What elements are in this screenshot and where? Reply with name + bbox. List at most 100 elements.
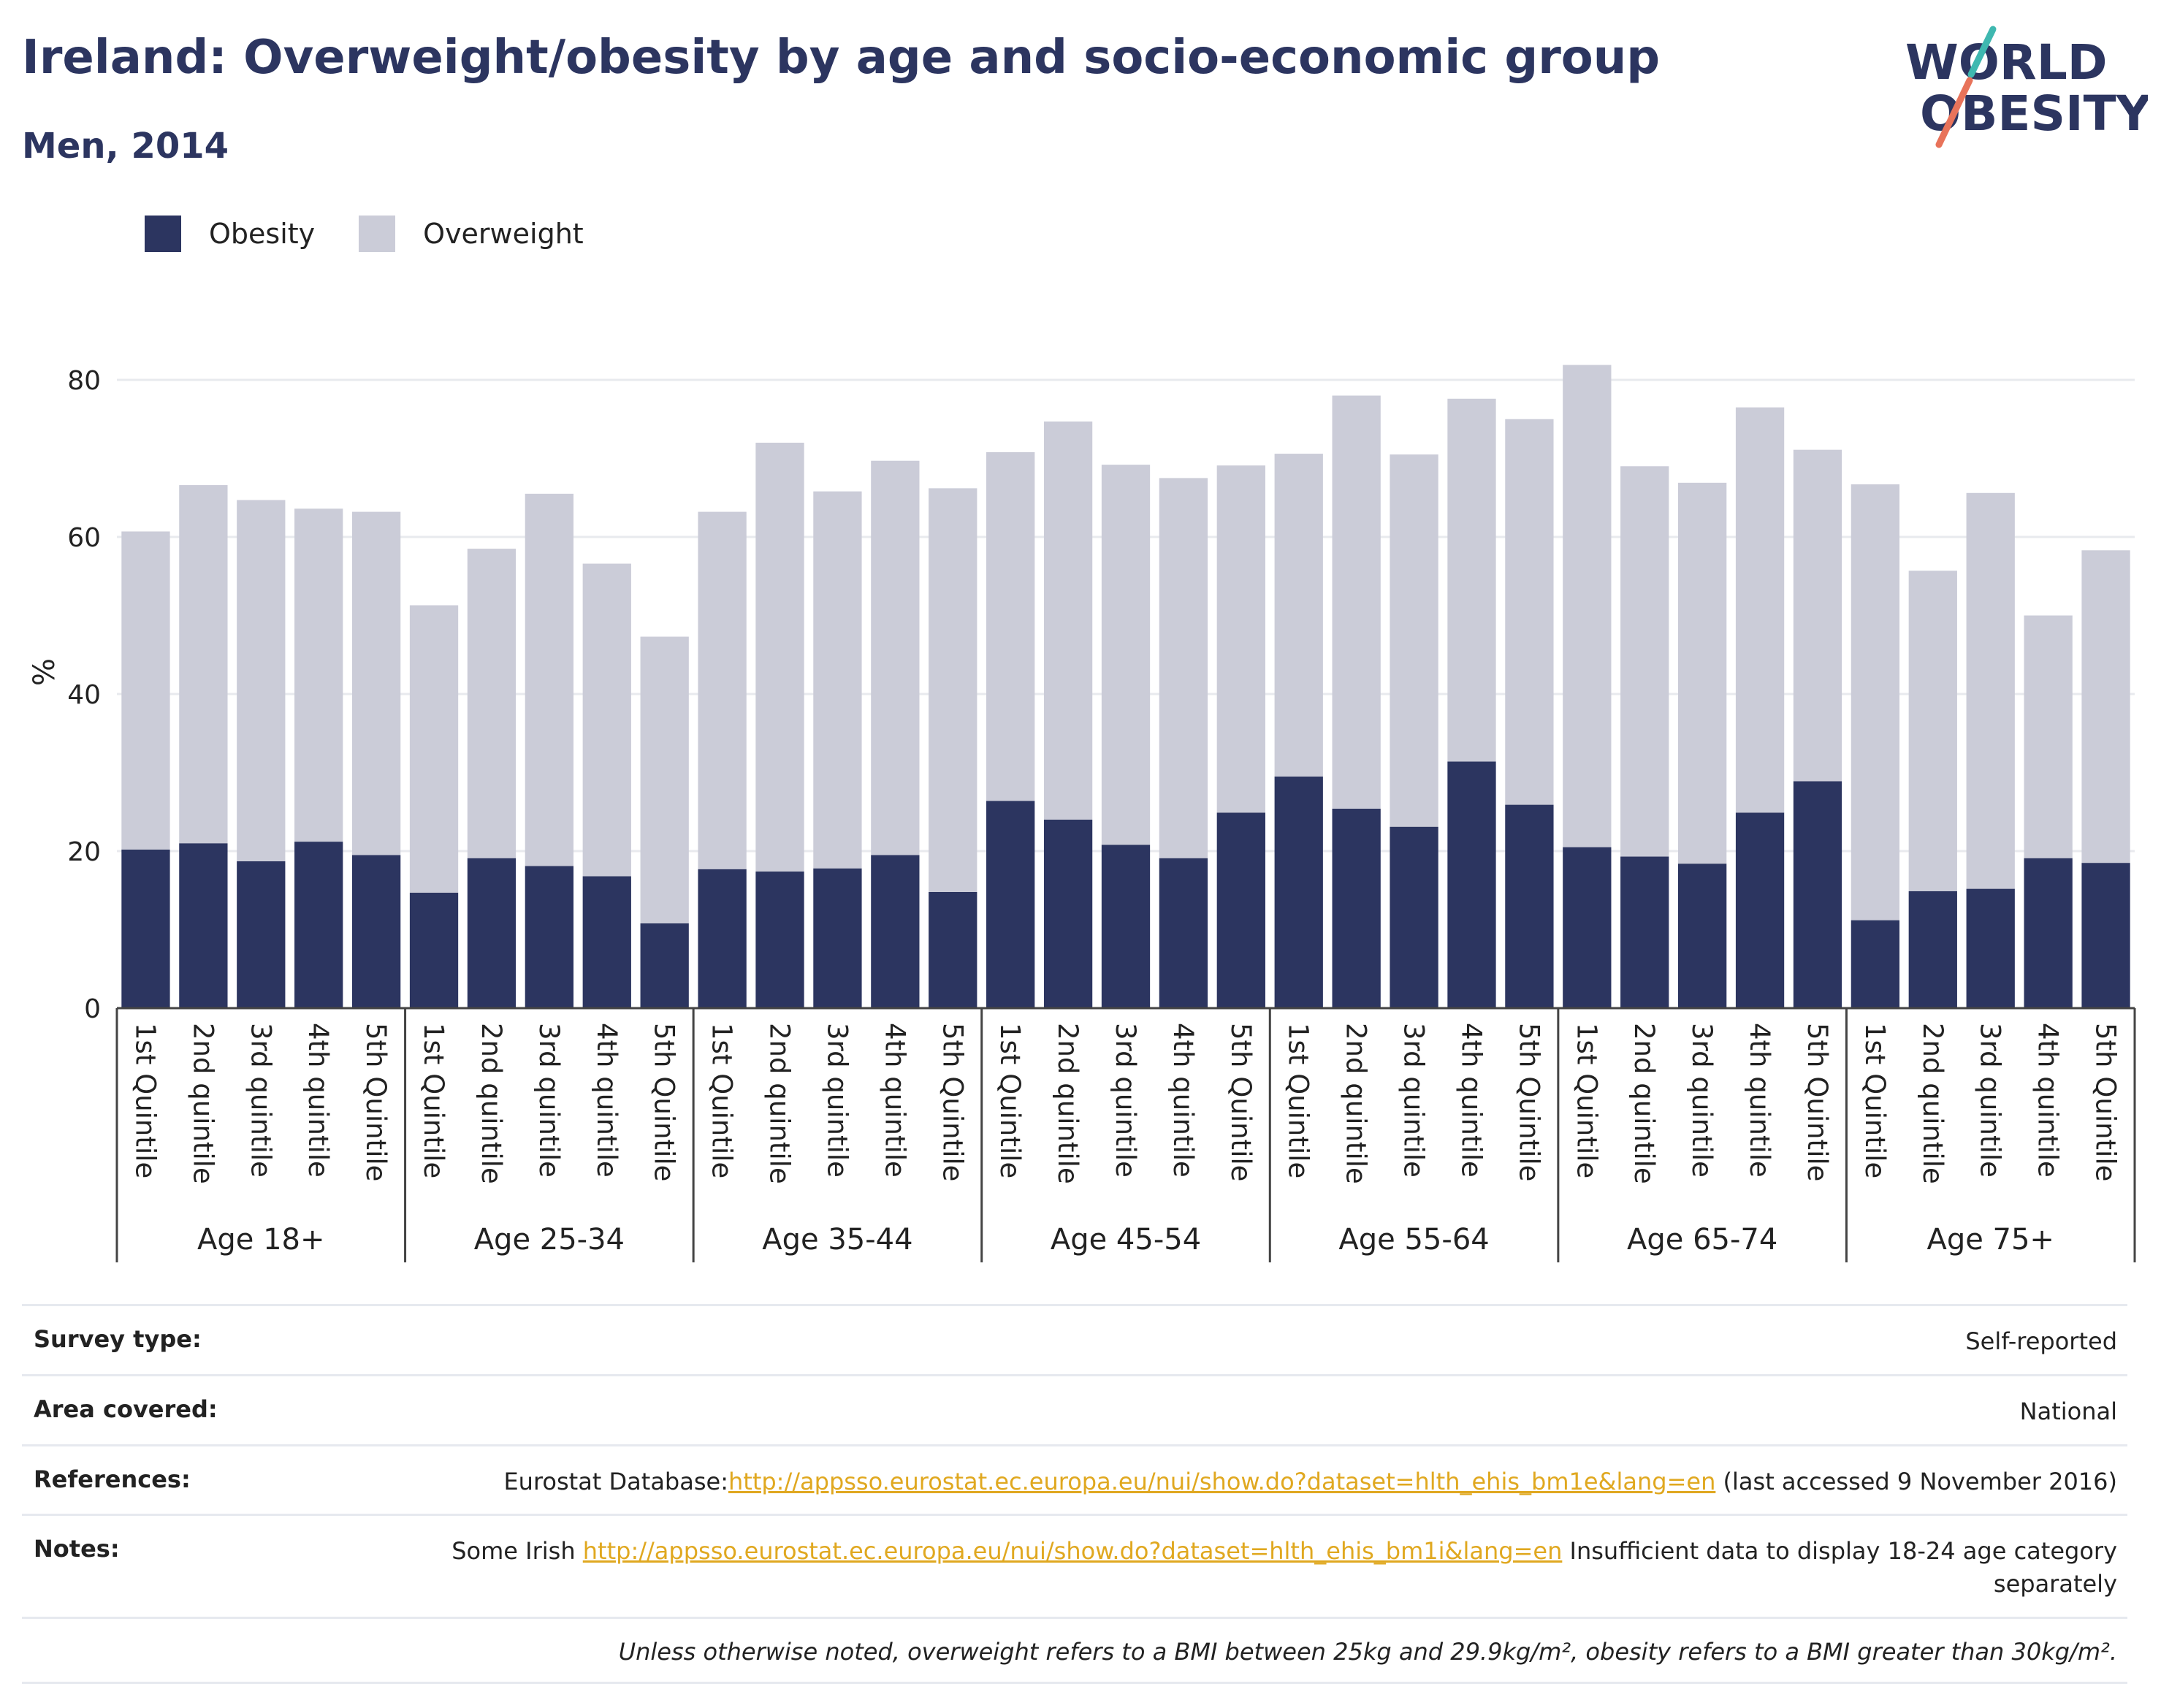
x-category-label: 2nd quintile	[1917, 1023, 1948, 1184]
bar-obesity	[121, 849, 170, 1008]
x-category-label: 4th quintile	[1744, 1023, 1775, 1178]
logo-text-world: WORLD	[1905, 34, 2108, 91]
bar-overweight	[1447, 398, 1496, 762]
bar-overweight	[525, 493, 574, 866]
references-value: Eurostat Database:http://appsso.eurostat…	[503, 1465, 2117, 1498]
bar-overweight	[409, 605, 459, 893]
x-category-label: 3rd quintile	[533, 1023, 565, 1178]
x-category-label: 2nd quintile	[187, 1023, 218, 1184]
bar-obesity	[1505, 804, 1554, 1008]
world-obesity-logo: WORLD OBESITY	[1905, 26, 2148, 148]
legend-label-obesity: Obesity	[209, 218, 316, 250]
x-category-label: 4th quintile	[879, 1023, 910, 1178]
bar-overweight	[986, 451, 1035, 801]
bar-obesity	[1851, 920, 1900, 1008]
bar-obesity	[986, 801, 1035, 1008]
x-group-label: Age 25-34	[474, 1223, 625, 1257]
bar-obesity	[1735, 812, 1785, 1008]
x-category-label: 1st Quintile	[1283, 1023, 1314, 1178]
bar-obesity	[525, 866, 574, 1008]
bar-obesity	[698, 869, 747, 1008]
x-group-label: Age 18+	[197, 1223, 325, 1257]
x-group-label: Age 35-44	[762, 1223, 912, 1257]
notes-suffix: Insufficient data to display 18-24 age c…	[1562, 1537, 2117, 1598]
x-category-label: 4th quintile	[302, 1023, 334, 1178]
bar-overweight	[1101, 465, 1151, 845]
bar-overweight	[1966, 492, 2015, 889]
bar-obesity	[351, 855, 401, 1008]
area-covered-value: National	[2019, 1397, 2117, 1425]
y-tick-label: 0	[84, 994, 101, 1024]
bar-overweight	[1216, 465, 1265, 813]
references-label: References:	[34, 1465, 191, 1493]
x-category-label: 1st Quintile	[706, 1023, 738, 1178]
y-tick-label: 40	[67, 680, 101, 710]
x-category-label: 2nd quintile	[1341, 1023, 1372, 1184]
bar-obesity	[929, 891, 977, 1008]
x-category-label: 5th Quintile	[1225, 1023, 1257, 1181]
info-table: Survey type: Self-reported Area covered:…	[22, 1304, 2127, 1684]
info-row-references: References: Eurostat Database:http://app…	[22, 1444, 2127, 1514]
x-group-label: Age 45-54	[1051, 1223, 1201, 1257]
bar-obesity	[1447, 761, 1496, 1008]
legend-swatch-obesity	[145, 216, 181, 252]
bar-obesity	[1332, 808, 1381, 1008]
x-group-label: Age 75+	[1926, 1223, 2054, 1257]
y-tick-label: 20	[67, 837, 101, 867]
references-prefix: Eurostat Database:	[503, 1467, 728, 1495]
bar-obesity	[1966, 888, 2015, 1008]
x-category-label: 2nd quintile	[764, 1023, 796, 1184]
x-category-label: 2nd quintile	[1052, 1023, 1083, 1184]
y-tick-label: 60	[67, 523, 101, 553]
bar-overweight	[2024, 615, 2073, 858]
bar-obesity	[1159, 858, 1208, 1008]
bar-obesity	[179, 843, 228, 1008]
bar-overweight	[640, 636, 689, 923]
bar-overweight	[121, 531, 170, 850]
chart-subtitle: Men, 2014	[22, 126, 229, 167]
x-category-label: 1st Quintile	[129, 1023, 161, 1178]
bmi-footnote: Unless otherwise noted, overweight refer…	[618, 1637, 2117, 1666]
x-group-label: Age 65-74	[1627, 1223, 1777, 1257]
bar-overweight	[582, 563, 631, 877]
x-group-label: Age 55-64	[1338, 1223, 1489, 1257]
bar-overweight	[1505, 419, 1554, 805]
bar-overweight	[294, 508, 343, 842]
bar-obesity	[755, 871, 804, 1008]
bar-obesity	[237, 861, 286, 1008]
notes-value: Some Irish http://appsso.eurostat.ec.eur…	[422, 1535, 2117, 1601]
bar-overweight	[871, 460, 920, 855]
references-link[interactable]: http://appsso.eurostat.ec.europa.eu/nui/…	[728, 1467, 1716, 1495]
bar-overweight	[698, 511, 747, 869]
stacked-bar-chart: 0 20 40 60 80% 1st Quintile 2nd quintile 3rd qu…	[28, 365, 2136, 1262]
x-category-label: 3rd quintile	[821, 1023, 853, 1178]
bar-overweight	[755, 443, 804, 872]
x-category-label: 5th Quintile	[1802, 1023, 1833, 1181]
bar-overweight	[237, 500, 286, 861]
survey-type-label: Survey type:	[34, 1325, 202, 1353]
legend-item-overweight[interactable]: Overweight	[359, 216, 584, 252]
bar-overweight	[2081, 550, 2130, 863]
x-category-label: 4th quintile	[591, 1023, 622, 1178]
bar-overweight	[467, 549, 517, 858]
x-category-label: 3rd quintile	[1975, 1023, 2006, 1178]
y-axis-label: %	[28, 658, 61, 686]
x-category-label: 1st Quintile	[1859, 1023, 1891, 1178]
logo-slash-teal	[1967, 26, 1997, 78]
notes-link[interactable]: http://appsso.eurostat.ec.europa.eu/nui/…	[582, 1537, 1563, 1566]
bar-overweight	[1274, 454, 1323, 777]
bar-obesity	[2024, 858, 2073, 1008]
legend-swatch-overweight	[359, 216, 396, 252]
bar-obesity	[1793, 781, 1842, 1008]
notes-prefix: Some Irish	[451, 1537, 583, 1566]
bar-obesity	[1274, 776, 1323, 1008]
legend-item-obesity[interactable]: Obesity	[145, 216, 315, 252]
x-category-label: 5th Quintile	[649, 1023, 680, 1181]
bar-obesity	[1620, 856, 1669, 1008]
info-row-area: Area covered: National	[22, 1373, 2127, 1444]
area-covered-label: Area covered:	[34, 1395, 218, 1423]
bar-obesity	[1908, 891, 1957, 1008]
x-category-label: 2nd quintile	[1628, 1023, 1660, 1184]
x-category-label: 1st Quintile	[418, 1023, 449, 1178]
bar-obesity	[1677, 863, 1727, 1008]
